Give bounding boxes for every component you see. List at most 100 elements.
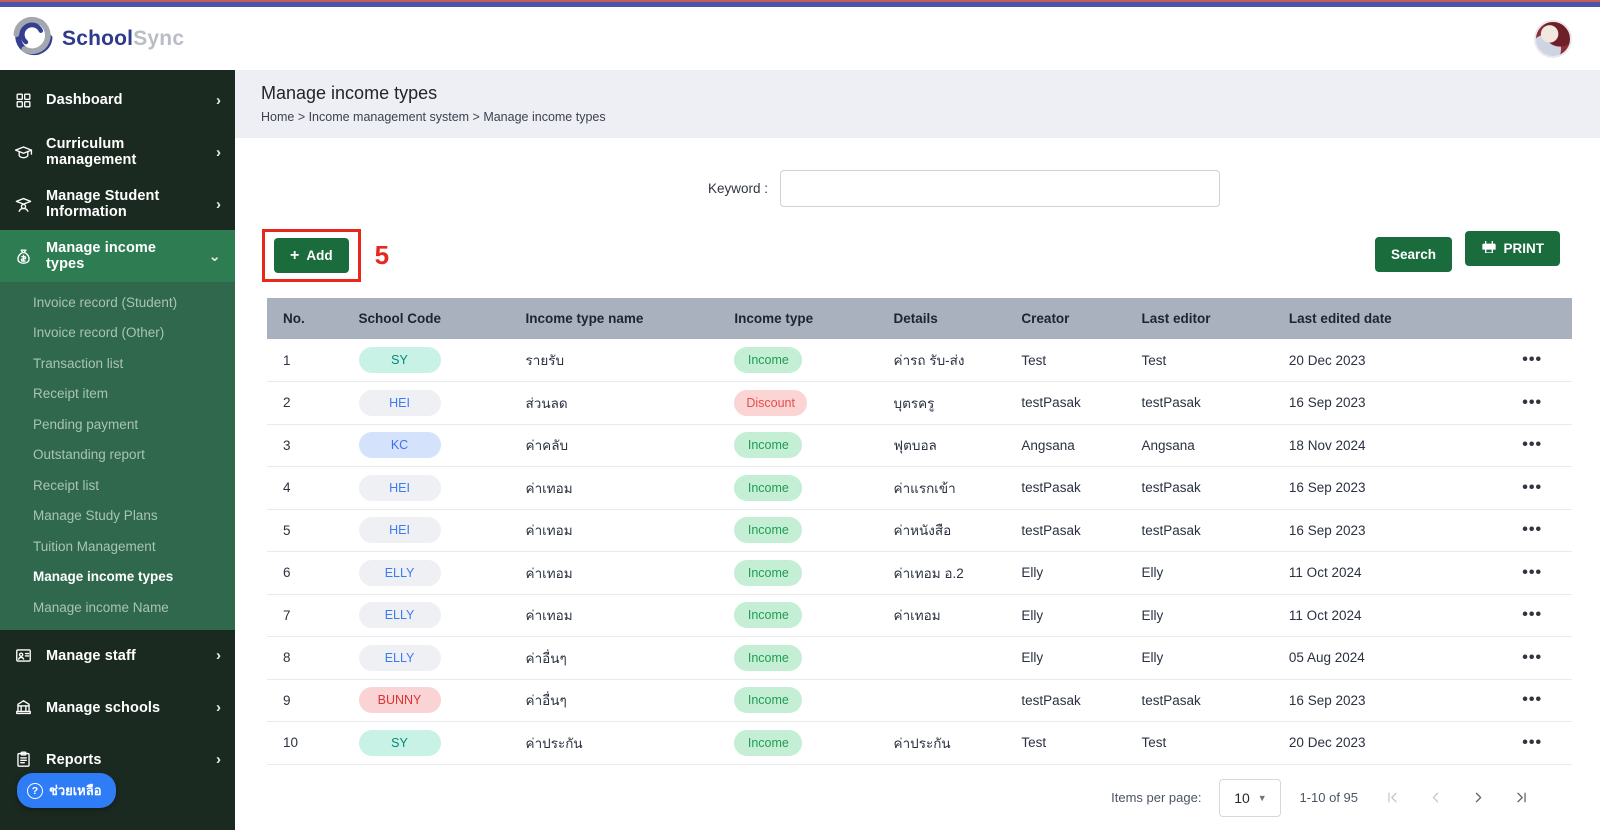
- row-actions-cell: •••: [1492, 721, 1572, 765]
- pagination: Items per page: 10 ▼ 1-10 of 95: [235, 765, 1600, 817]
- income-types-table: No. School Code Income type name Income typ…: [267, 298, 1572, 765]
- details-cell: [885, 636, 1014, 680]
- keyword-input[interactable]: [780, 170, 1220, 207]
- table-row: 4 HEI ค่าเทอม Income ค่าแรกเข้า testPasak test…: [267, 466, 1572, 510]
- income-type-name: ค่าคลับ: [517, 424, 727, 467]
- income-type-cell: Income: [726, 636, 886, 680]
- sidebar-item-curriculum-management[interactable]: Curriculum management ›: [0, 126, 235, 178]
- row-number: 8: [267, 636, 351, 680]
- last-edited-date-cell: 16 Sep 2023: [1280, 679, 1493, 722]
- income-type-badge: Income: [734, 432, 803, 459]
- sidebar-item-manage-staff[interactable]: Manage staff ›: [0, 630, 235, 682]
- creator-cell: testPasak: [1013, 466, 1134, 510]
- submenu-item-invoice-record-other-[interactable]: Invoice record (Other): [33, 325, 165, 341]
- last-editor-cell: Angsana: [1133, 424, 1281, 467]
- breadcrumb: Home > Income management system > Manage…: [261, 110, 606, 124]
- creator-cell: testPasak: [1013, 381, 1134, 425]
- user-avatar[interactable]: [1534, 19, 1572, 58]
- creator-cell: testPasak: [1013, 679, 1134, 722]
- details-cell: ค่ารถ รับ-ส่ง: [885, 339, 1014, 382]
- income-type-badge: Income: [734, 517, 803, 544]
- sidebar-item-manage-income-types[interactable]: Manage income types ⌄: [0, 230, 235, 282]
- submenu-item-transaction-list[interactable]: Transaction list: [33, 355, 124, 371]
- sidebar-submenu: Invoice record (Student) Invoice record (…: [0, 282, 235, 630]
- school-code-badge: HEI: [358, 474, 441, 501]
- chevron-down-icon: ▼: [1257, 792, 1267, 803]
- column-header: Last editor: [1133, 298, 1281, 339]
- row-actions-cell: •••: [1492, 594, 1572, 637]
- next-page-button[interactable]: [1470, 789, 1487, 806]
- submenu-item-receipt-list[interactable]: Receipt list: [33, 477, 100, 493]
- table-row: 8 ELLY ค่าอื่นๆ Income Elly Elly 05 Aug 2024 ••…: [267, 636, 1572, 680]
- submenu-item-manage-income-name[interactable]: Manage income Name: [33, 599, 169, 615]
- row-actions-menu-icon[interactable]: •••: [1522, 393, 1543, 411]
- row-actions-menu-icon[interactable]: •••: [1522, 478, 1543, 496]
- submenu-item-outstanding-report[interactable]: Outstanding report: [33, 447, 145, 463]
- income-type-name: ค่าเทอม: [517, 594, 727, 637]
- income-type-badge: Income: [734, 347, 803, 373]
- sidebar-item-label: Manage staff: [46, 647, 136, 664]
- submenu-item-manage-study-plans[interactable]: Manage Study Plans: [33, 508, 158, 524]
- creator-cell: Angsana: [1013, 424, 1134, 467]
- income-type-badge: Discount: [734, 389, 807, 416]
- school-code-badge: HEI: [358, 389, 441, 416]
- income-type-cell: Income: [726, 594, 886, 637]
- last-edited-date-cell: 16 Sep 2023: [1280, 381, 1493, 425]
- last-editor-cell: testPasak: [1133, 466, 1281, 510]
- sidebar-item-manage-student-information[interactable]: Manage Student Information ›: [0, 178, 235, 230]
- income-type-name: รายรับ: [517, 339, 727, 382]
- submenu-item-manage-income-types[interactable]: Manage income types: [33, 569, 174, 585]
- row-actions-menu-icon[interactable]: •••: [1522, 563, 1543, 581]
- row-actions-cell: •••: [1492, 509, 1572, 552]
- row-actions-menu-icon[interactable]: •••: [1522, 648, 1543, 666]
- add-button[interactable]: + Add: [274, 238, 349, 273]
- income-type-cell: Income: [726, 509, 886, 552]
- school-code-cell: SY: [350, 721, 518, 765]
- income-type-cell: Income: [726, 551, 886, 595]
- search-button[interactable]: Search: [1374, 237, 1452, 272]
- print-button[interactable]: PRINT: [1464, 231, 1560, 266]
- school-code-badge: SY: [358, 729, 441, 756]
- student-icon: [12, 193, 34, 215]
- income-type-name: ส่วนลด: [517, 381, 727, 425]
- details-cell: ค่าแรกเข้า: [885, 466, 1014, 510]
- school-code-cell: HEI: [350, 466, 518, 510]
- items-per-page-label: Items per page:: [1111, 790, 1202, 805]
- income-type-name: ค่าเทอม: [517, 466, 727, 510]
- row-number: 9: [267, 679, 351, 722]
- column-header: Creator: [1013, 298, 1134, 339]
- submenu-item-pending-payment[interactable]: Pending payment: [33, 416, 139, 432]
- school-code-cell: SY: [350, 339, 518, 382]
- sidebar-item-label: Dashboard: [46, 92, 123, 108]
- row-actions-menu-icon[interactable]: •••: [1522, 733, 1543, 751]
- creator-cell: Elly: [1013, 636, 1134, 680]
- row-actions-menu-icon[interactable]: •••: [1522, 351, 1543, 368]
- table-row: 2 HEI ส่วนลด Discount บุตรครู testPasak testPa…: [267, 381, 1572, 425]
- column-header: Details: [885, 298, 1014, 339]
- row-actions-menu-icon[interactable]: •••: [1522, 691, 1543, 709]
- help-label: ช่วยเหลือ: [49, 783, 102, 798]
- income-type-cell: Income: [726, 339, 886, 382]
- school-code-badge: KC: [358, 432, 441, 459]
- row-actions-menu-icon[interactable]: •••: [1522, 606, 1543, 624]
- previous-page-button[interactable]: [1427, 789, 1444, 806]
- sidebar-item-label: Reports: [46, 751, 102, 768]
- sidebar-item-manage-schools[interactable]: Manage schools ›: [0, 682, 235, 734]
- sidebar-item-dashboard[interactable]: Dashboard ›: [0, 74, 235, 126]
- row-actions-cell: •••: [1492, 381, 1572, 425]
- logo[interactable]: SchoolSync: [12, 15, 184, 62]
- submenu-item-receipt-item[interactable]: Receipt item: [33, 386, 109, 402]
- income-type-cell: Income: [726, 679, 886, 722]
- submenu-item-tuition-management[interactable]: Tuition Management: [33, 538, 156, 554]
- items-per-page-select[interactable]: 10 ▼: [1219, 778, 1282, 817]
- row-actions-menu-icon[interactable]: •••: [1522, 521, 1543, 539]
- details-cell: ค่าเทอม: [885, 594, 1014, 637]
- sidebar-item-reports[interactable]: Reports ›: [0, 734, 235, 786]
- last-page-button[interactable]: [1513, 789, 1530, 806]
- submenu-item-invoice-record-student-[interactable]: Invoice record (Student): [33, 294, 178, 310]
- row-actions-menu-icon[interactable]: •••: [1522, 436, 1543, 454]
- row-actions-cell: •••: [1492, 551, 1572, 595]
- row-actions-cell: •••: [1492, 339, 1572, 382]
- help-button[interactable]: ? ช่วยเหลือ: [17, 773, 116, 808]
- first-page-button[interactable]: [1384, 789, 1401, 806]
